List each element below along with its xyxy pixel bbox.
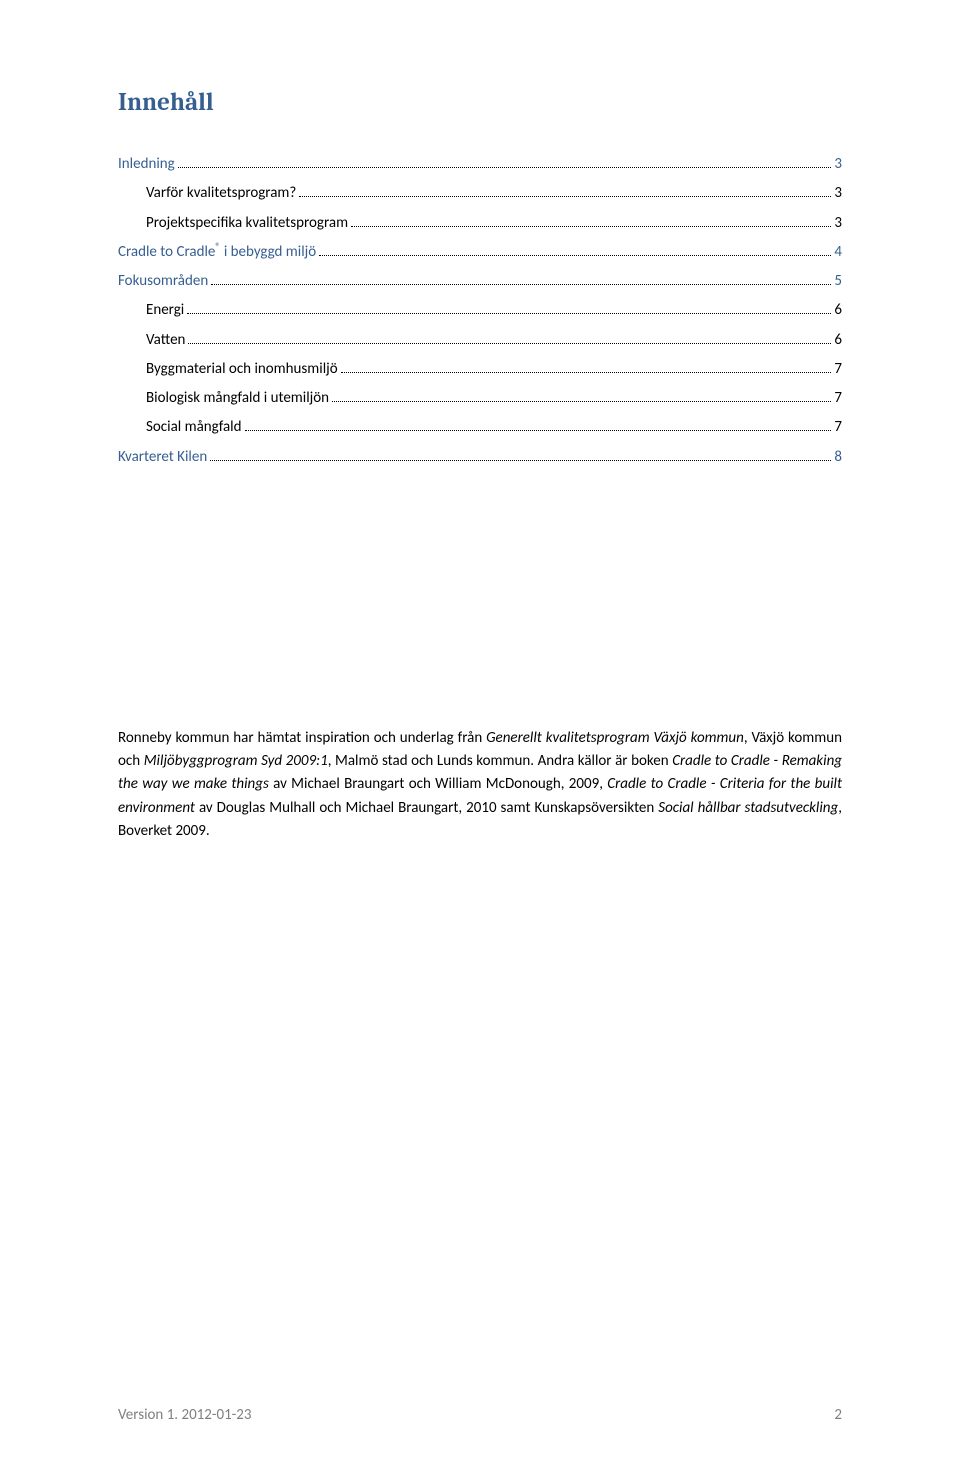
toc-page-number: 8 (834, 446, 842, 469)
toc-entry[interactable]: Vatten 6 (118, 329, 842, 352)
toc-page-number: 7 (834, 358, 842, 381)
toc-entry[interactable]: Inledning 3 (118, 153, 842, 176)
toc-leader (299, 196, 831, 197)
toc-label: Byggmaterial och inomhusmiljö (146, 358, 338, 381)
toc-leader (332, 401, 831, 402)
toc-label: Cradle to Cradle® i bebyggd miljö (118, 241, 316, 264)
toc-leader (211, 284, 831, 285)
toc-leader (178, 167, 832, 168)
toc-entry[interactable]: Kvarteret Kilen 8 (118, 446, 842, 469)
toc-page-number: 5 (834, 270, 842, 293)
footer-version: Version 1. 2012-01-23 (118, 1406, 251, 1424)
toc-page-number: 4 (834, 241, 842, 264)
toc-page-number: 6 (834, 329, 842, 352)
body-text-run: av Michael Braungart och William McDonou… (269, 775, 607, 793)
toc-entry[interactable]: Energi 6 (118, 299, 842, 322)
footer-page-number: 2 (834, 1406, 842, 1424)
toc-entry[interactable]: Biologisk mångfald i utemiljön 7 (118, 387, 842, 410)
toc-leader (319, 255, 831, 256)
page-title: Innehåll (118, 88, 842, 117)
toc-leader (341, 372, 832, 373)
registered-icon: ® (215, 240, 220, 253)
toc-label: Energi (146, 299, 184, 322)
toc-leader (210, 460, 831, 461)
toc-label: Inledning (118, 153, 175, 176)
toc-label: Vatten (146, 329, 185, 352)
toc-label: Projektspecifika kvalitetsprogram (146, 212, 348, 235)
toc-entry[interactable]: Varför kvalitetsprogram? 3 (118, 182, 842, 205)
toc-entry[interactable]: Social mångfald 7 (118, 416, 842, 439)
page-footer: Version 1. 2012-01-23 2 (118, 1406, 842, 1424)
body-text-run: , Malmö stad och Lunds kommun. Andra käl… (328, 752, 672, 770)
toc-label: Biologisk mångfald i utemiljön (146, 387, 329, 410)
toc-label: Social mångfald (146, 416, 242, 439)
toc-entry[interactable]: Cradle to Cradle® i bebyggd miljö 4 (118, 241, 842, 264)
toc-leader (351, 226, 831, 227)
toc-label: Fokusområden (118, 270, 208, 293)
body-italic-run: Miljöbyggprogram Syd 2009:1 (144, 752, 328, 770)
body-italic-run: Generellt kvalitetsprogram Växjö kommun (486, 729, 744, 747)
toc-page-number: 7 (834, 416, 842, 439)
toc-entry[interactable]: Byggmaterial och inomhusmiljö 7 (118, 358, 842, 381)
page: Innehåll Inledning3Varför kvalitetsprogr… (0, 0, 960, 1462)
toc-page-number: 3 (834, 182, 842, 205)
body-italic-run: Social hållbar stadsutveckling (658, 799, 838, 817)
toc-page-number: 3 (834, 153, 842, 176)
toc-page-number: 6 (834, 299, 842, 322)
toc-page-number: 7 (834, 387, 842, 410)
table-of-contents: Inledning3Varför kvalitetsprogram?3Proje… (118, 153, 842, 469)
toc-leader (187, 313, 831, 314)
body-paragraph-text: Ronneby kommun har hämtat inspiration oc… (118, 727, 842, 843)
toc-entry[interactable]: Projektspecifika kvalitetsprogram 3 (118, 212, 842, 235)
toc-leader (245, 430, 832, 431)
toc-page-number: 3 (834, 212, 842, 235)
toc-label: Varför kvalitetsprogram? (146, 182, 296, 205)
toc-leader (188, 343, 831, 344)
body-text-run: Ronneby kommun har hämtat inspiration oc… (118, 729, 486, 747)
body-text-run: av Douglas Mulhall och Michael Braungart… (195, 799, 658, 817)
toc-entry[interactable]: Fokusområden 5 (118, 270, 842, 293)
body-paragraph: Ronneby kommun har hämtat inspiration oc… (118, 727, 842, 843)
toc-label: Kvarteret Kilen (118, 446, 207, 469)
